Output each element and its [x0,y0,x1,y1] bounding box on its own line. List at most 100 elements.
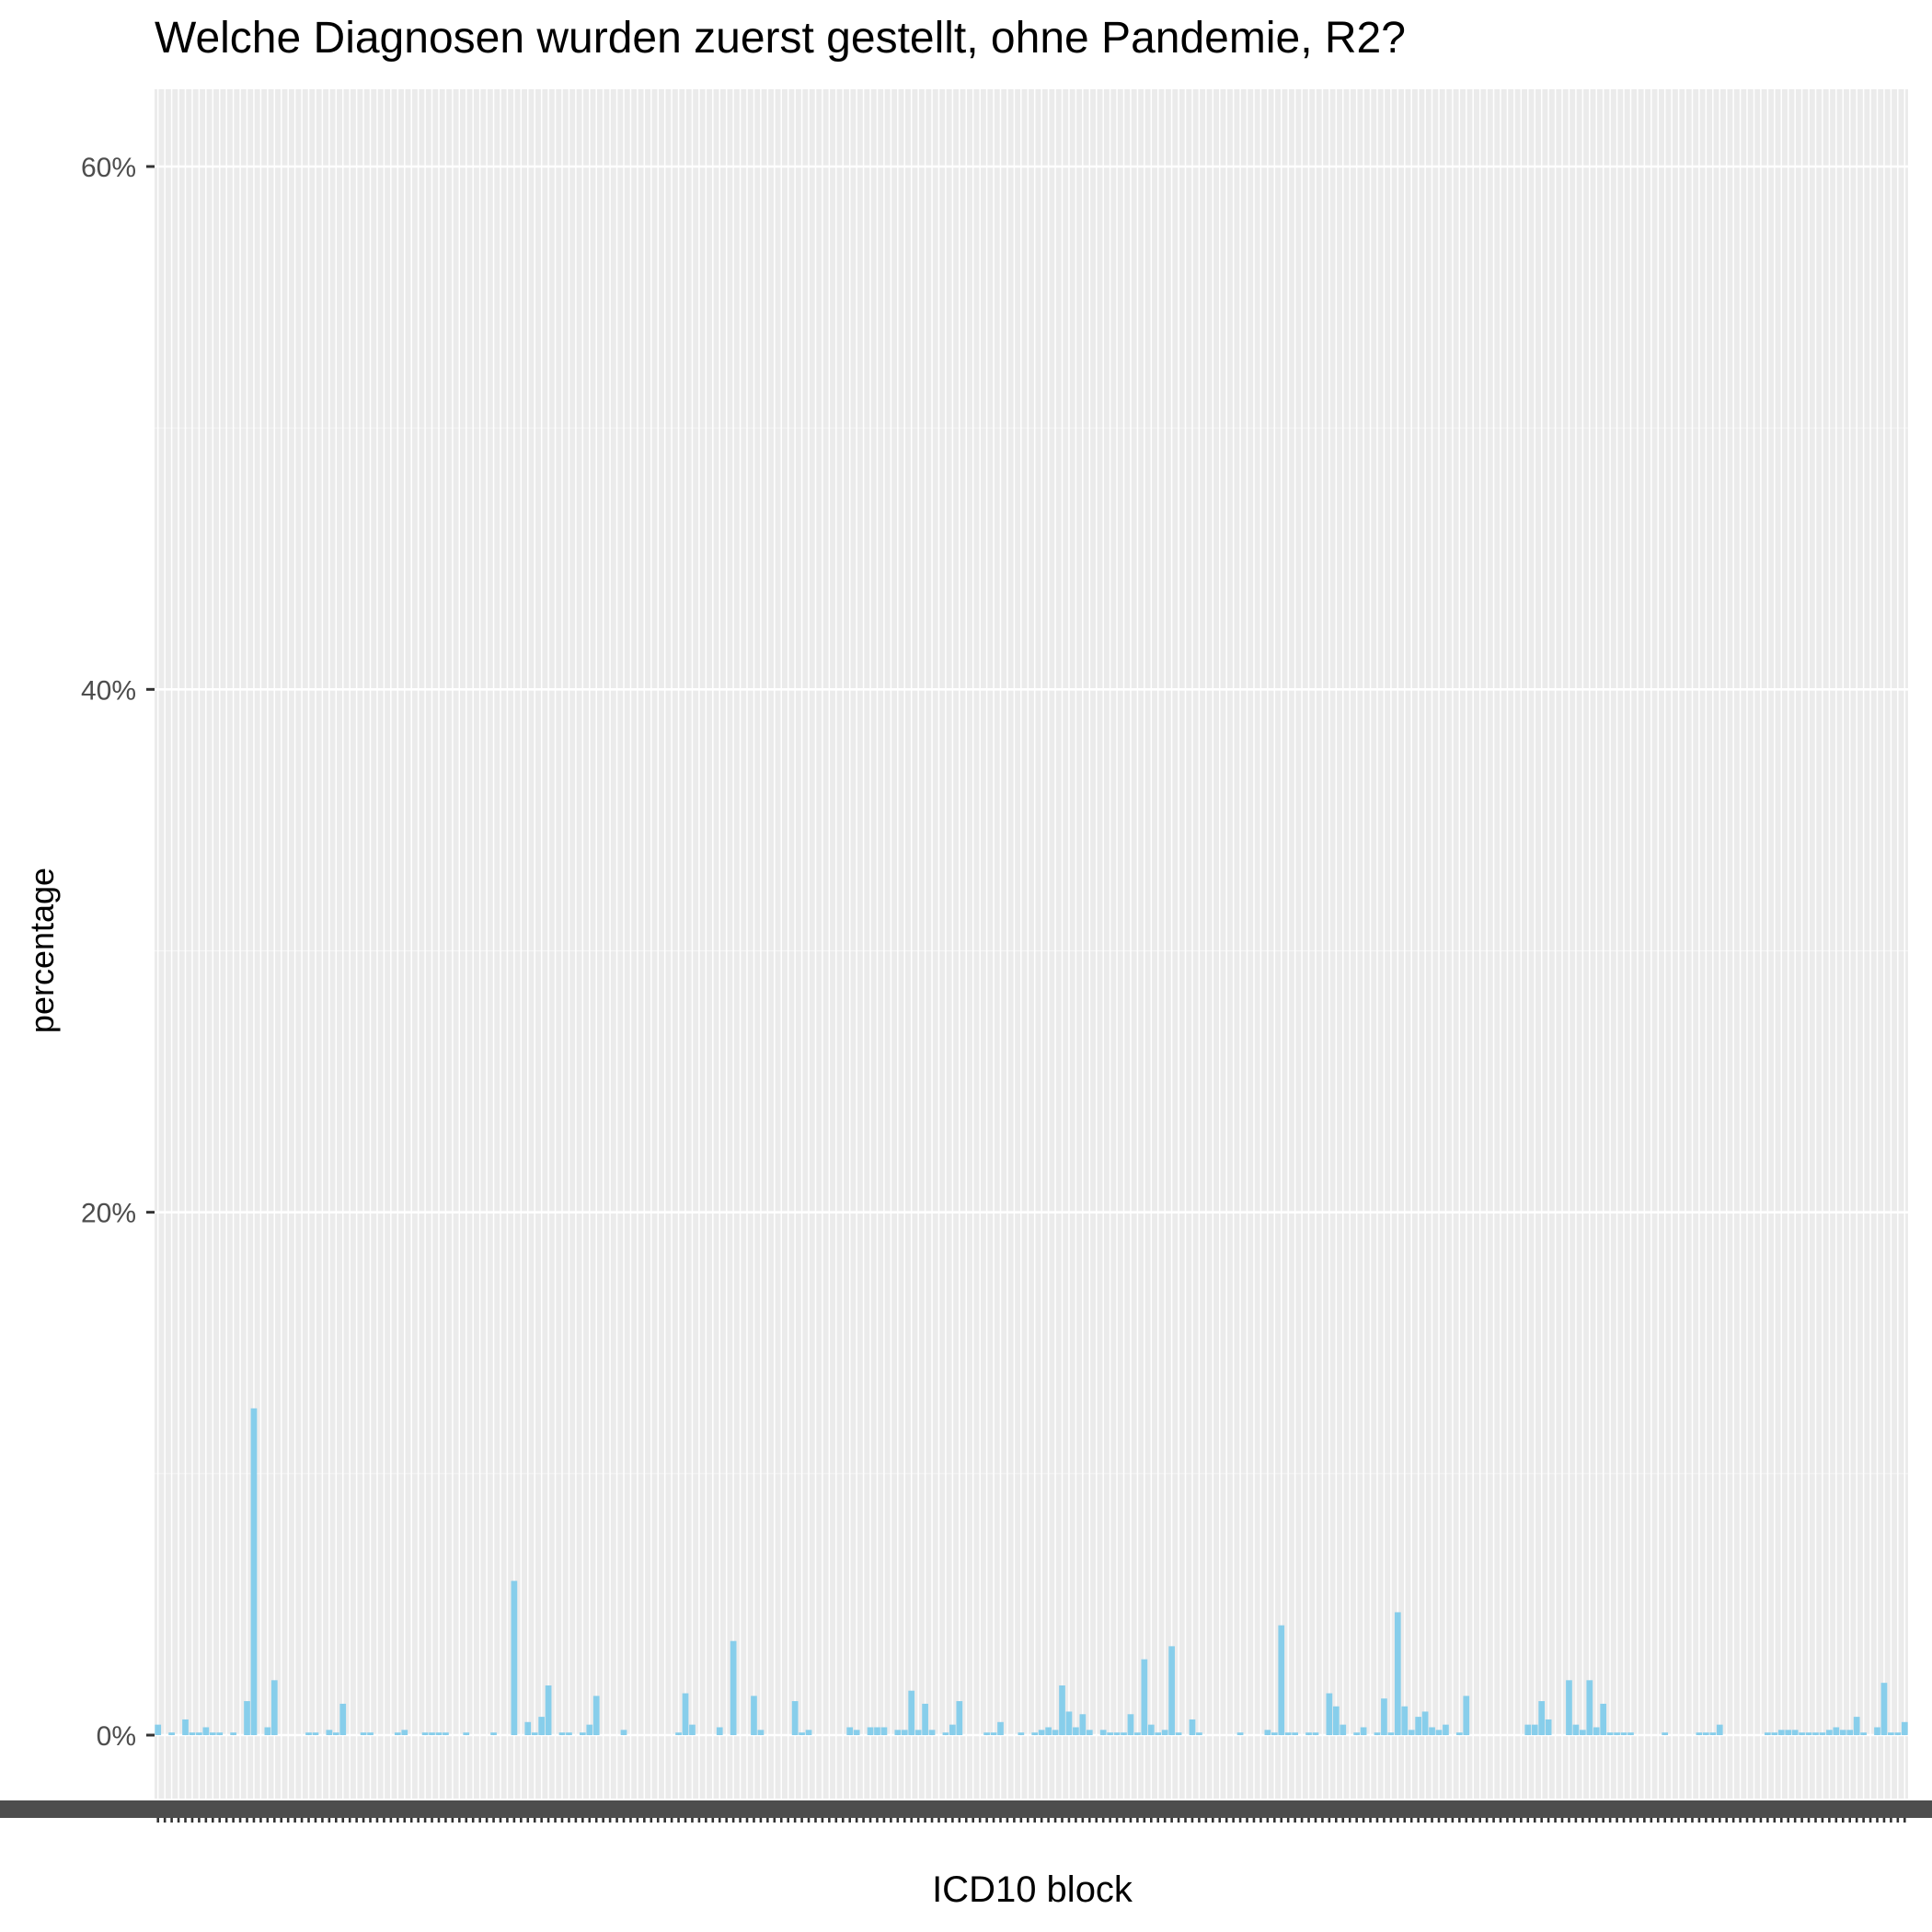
bar [1566,1680,1572,1735]
bar [202,1727,210,1735]
bar [914,1730,922,1735]
bar [1394,1612,1401,1735]
bar [511,1581,518,1735]
bar [155,1724,162,1735]
bar [1052,1730,1059,1735]
bar [566,1732,572,1735]
bar [1086,1730,1093,1735]
bar [230,1732,236,1735]
bar [1374,1732,1381,1735]
bar [949,1724,956,1735]
bar [1826,1730,1833,1735]
bar [1791,1730,1799,1735]
bar [1860,1732,1867,1735]
bar [1812,1732,1819,1735]
bar [1155,1732,1162,1735]
bar [1292,1732,1298,1735]
y-tick-label: 0% [97,1721,136,1752]
bar [791,1701,799,1735]
bar [846,1727,854,1735]
bar [435,1732,443,1735]
y-tick-label: 20% [81,1199,136,1229]
bar [1771,1732,1778,1735]
bar [990,1732,997,1735]
bar [216,1732,224,1735]
bar [367,1732,374,1735]
bar [956,1701,963,1735]
bar [1586,1680,1593,1735]
bar [805,1730,812,1735]
bar [922,1703,928,1735]
bar [1620,1732,1627,1735]
bar [1059,1685,1065,1735]
bar [942,1732,949,1735]
bar [1360,1727,1367,1735]
bar [1381,1698,1387,1735]
bar [1703,1732,1709,1735]
bar [1107,1732,1113,1735]
bar [524,1721,532,1735]
bar [545,1685,552,1735]
bar [1874,1727,1880,1735]
bar [1709,1732,1717,1735]
bar [264,1727,271,1735]
bar [682,1693,689,1735]
bar [1888,1732,1894,1735]
bar [1415,1717,1422,1735]
bar [757,1730,765,1735]
bar [270,1680,278,1735]
x-tick-labels-overlap [0,1800,1932,1818]
bar [189,1732,196,1735]
bar [1264,1730,1271,1735]
bar [1443,1724,1449,1735]
bar [579,1732,586,1735]
bar [1236,1732,1244,1735]
bar [1531,1724,1538,1735]
bar [1846,1730,1854,1735]
bar [1196,1732,1202,1735]
bar [1387,1732,1395,1735]
bar [429,1732,435,1735]
bar [1278,1625,1285,1735]
bar [1271,1732,1278,1735]
bar [1134,1732,1141,1735]
bar [182,1719,189,1735]
plot-panel [155,89,1908,1799]
bar [1716,1724,1723,1735]
bar [880,1727,888,1735]
bar [1545,1719,1552,1735]
bar [867,1727,874,1735]
bar [1455,1732,1463,1735]
bar [209,1732,216,1735]
bar [1161,1730,1168,1735]
grid-lines [155,89,1908,1799]
bar [1880,1683,1888,1735]
bar [463,1732,470,1735]
bar [1031,1732,1039,1735]
bar [1853,1717,1860,1735]
bar [1401,1706,1409,1735]
bar [1065,1711,1073,1735]
bar [394,1732,401,1735]
bar [1038,1730,1045,1735]
bar [558,1732,566,1735]
bar [908,1690,915,1735]
bar [1408,1730,1415,1735]
bar [538,1717,546,1735]
bar [1524,1724,1532,1735]
bar [983,1732,990,1735]
bar [730,1640,737,1735]
bar [1572,1724,1580,1735]
bar [1284,1732,1292,1735]
bar [1079,1714,1087,1735]
bar [1045,1727,1052,1735]
bar [1839,1730,1846,1735]
bar [1538,1701,1546,1735]
bar [1799,1732,1805,1735]
bar [1018,1732,1025,1735]
bar [443,1732,449,1735]
y-tick-label: 40% [81,675,136,706]
bar [1785,1730,1792,1735]
y-tick-label: 60% [81,153,136,183]
